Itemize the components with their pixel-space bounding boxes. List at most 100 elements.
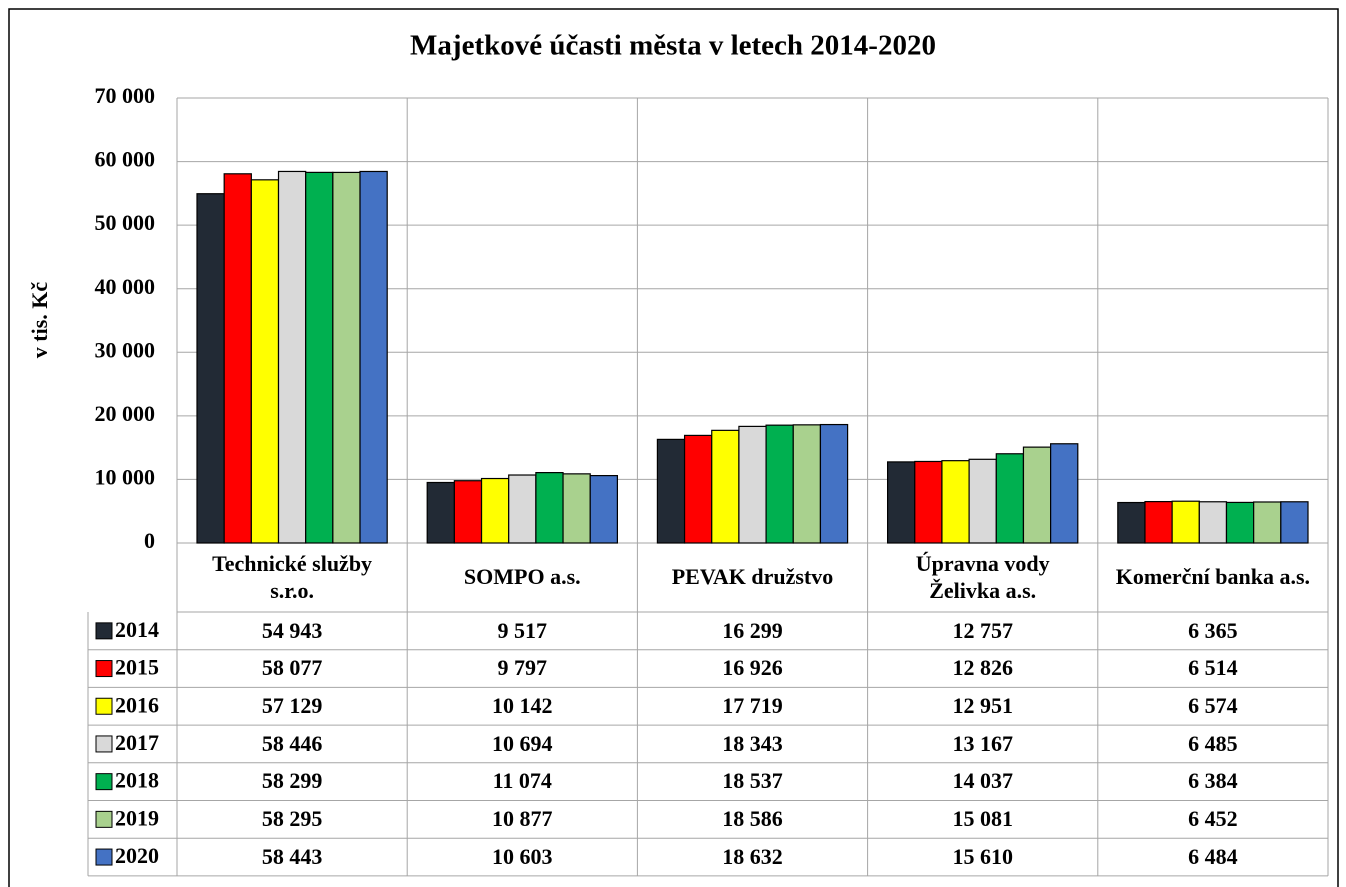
- y-tick-label: 0: [144, 528, 155, 553]
- table-value-box: 13 167: [952, 731, 1013, 756]
- bar: [196, 193, 225, 544]
- y-tick-label: 60 000: [95, 147, 156, 172]
- table-value: 17 719: [722, 693, 783, 719]
- table-value: 58 299: [261, 768, 323, 794]
- bar: [250, 179, 280, 544]
- table-value-box: 16 299: [722, 617, 783, 643]
- table-value-box: 18 343: [722, 731, 783, 756]
- table-value-box: 15 610: [952, 844, 1013, 869]
- table-value-box: 14 037: [952, 768, 1013, 794]
- table-value: 10 142: [492, 693, 553, 719]
- category-label: Úpravna vody Želivka a.s.: [915, 551, 1050, 603]
- table-value: 16 299: [722, 617, 783, 643]
- table-value: 6 484: [1188, 843, 1238, 869]
- table-value: 18 586: [722, 806, 783, 832]
- table-value: 12 951: [952, 693, 1013, 719]
- bar: [480, 477, 510, 544]
- y-axis-label: v tis. Kč: [27, 282, 52, 359]
- bar: [277, 170, 307, 544]
- category-label-box: PEVAK družstvo: [671, 564, 834, 590]
- table-value-box: 18 537: [722, 768, 783, 794]
- bar: [562, 473, 591, 544]
- category-label: Komerční banka a.s.: [1115, 564, 1311, 590]
- y-tick-label: 10 000: [95, 464, 156, 489]
- table-value-box: 15 081: [952, 806, 1013, 832]
- table-value-box: 10 877: [492, 806, 553, 832]
- table-value-box: 10 142: [492, 693, 553, 719]
- y-tick-label: 20 000: [95, 401, 156, 426]
- table-value-box: 18 586: [722, 806, 783, 832]
- table-value: 57 129: [261, 693, 323, 719]
- table-value: 11 074: [492, 768, 552, 794]
- table-value: 10 603: [492, 843, 553, 869]
- table-value-box: 6 384: [1188, 768, 1238, 794]
- table-value-box: 54 943: [261, 617, 323, 643]
- bar: [1171, 500, 1200, 544]
- table-value-box: 6 484: [1188, 843, 1238, 869]
- category-label: PEVAK družstvo: [671, 564, 834, 590]
- table-value-box: 58 295: [261, 806, 323, 832]
- category-label-box: SOMPO a.s.: [464, 564, 581, 589]
- legend-label: 2015: [115, 655, 159, 680]
- table-value-box: 6 452: [1188, 806, 1238, 831]
- bar: [1253, 501, 1282, 544]
- table-value: 12 757: [952, 617, 1013, 643]
- table-value: 18 537: [722, 768, 783, 794]
- bar: [359, 170, 388, 544]
- bar: [738, 425, 767, 544]
- table-value: 58 295: [261, 806, 323, 832]
- legend-label: 2016: [115, 692, 159, 717]
- bar: [1198, 501, 1228, 544]
- legend-label: 2020: [115, 843, 159, 868]
- table-value-box: 18 632: [722, 843, 783, 869]
- table-value: 6 365: [1188, 617, 1238, 643]
- bar: [886, 461, 916, 544]
- y-tick-label: 70 000: [95, 83, 156, 108]
- bar: [1050, 443, 1079, 544]
- table-value-box: 58 077: [261, 655, 323, 681]
- bar: [765, 424, 794, 544]
- y-tick-label: 50 000: [95, 210, 156, 235]
- table-value: 10 877: [492, 806, 553, 832]
- table-value: 6 384: [1188, 768, 1238, 794]
- table-value: 14 037: [952, 768, 1013, 794]
- table-value-box: 10 694: [492, 730, 553, 756]
- category-label-box: Úpravna vody Želivka a.s.: [915, 551, 1050, 603]
- bar: [589, 474, 619, 544]
- table-value-box: 58 443: [261, 843, 323, 869]
- legend-label: 2014: [115, 617, 159, 642]
- table-value-box: 12 951: [952, 693, 1013, 719]
- bar: [1225, 501, 1255, 544]
- table-value: 54 943: [261, 617, 323, 643]
- bar: [223, 173, 252, 544]
- table-value: 15 081: [952, 806, 1013, 832]
- table-value-box: 6 485: [1188, 730, 1238, 756]
- bar: [819, 423, 849, 544]
- category-label: Technické služby s.r.o.: [212, 551, 373, 603]
- table-value-box: 6 574: [1188, 693, 1238, 718]
- bar: [995, 453, 1025, 544]
- bar: [656, 438, 686, 544]
- legend-label: 2017: [115, 730, 159, 755]
- y-tick-label: 30 000: [95, 337, 156, 362]
- table-value: 6 485: [1188, 730, 1238, 756]
- category-label-box: Komerční banka a.s.: [1115, 564, 1311, 590]
- legend-swatch: [95, 735, 113, 753]
- table-value: 58 443: [261, 843, 323, 869]
- table-value: 10 694: [492, 730, 553, 756]
- bar: [508, 474, 537, 544]
- y-tick-label: 40 000: [95, 274, 156, 299]
- bar: [1144, 500, 1173, 544]
- legend-swatch: [95, 848, 113, 866]
- table-value: 12 826: [952, 655, 1013, 681]
- bar: [332, 171, 361, 544]
- table-value: 58 077: [261, 655, 323, 681]
- table-value-box: 9 797: [498, 655, 548, 680]
- table-value: 9 517: [497, 617, 548, 643]
- table-value: 18 632: [722, 843, 783, 869]
- bar: [426, 481, 455, 544]
- bar: [792, 424, 822, 544]
- bar: [305, 171, 334, 544]
